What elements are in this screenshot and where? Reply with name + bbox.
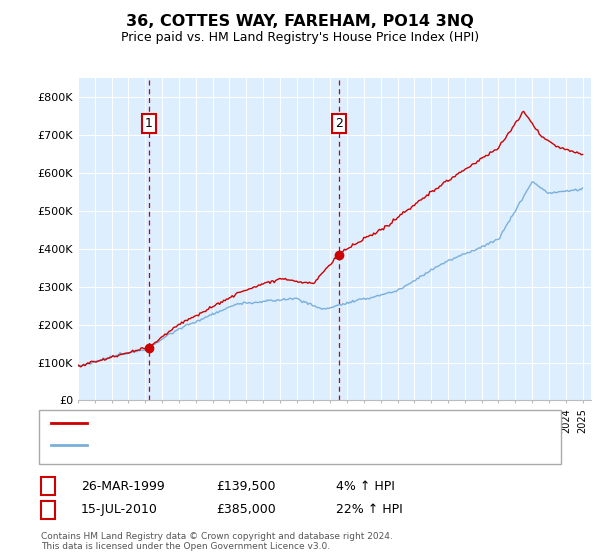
Text: 2: 2 [44,503,52,516]
Text: 36, COTTES WAY, FAREHAM, PO14 3NQ (detached house): 36, COTTES WAY, FAREHAM, PO14 3NQ (detac… [93,418,412,428]
Text: Price paid vs. HM Land Registry's House Price Index (HPI): Price paid vs. HM Land Registry's House … [121,31,479,44]
Text: 15-JUL-2010: 15-JUL-2010 [81,503,158,516]
Text: 22% ↑ HPI: 22% ↑ HPI [336,503,403,516]
Text: 1: 1 [145,118,153,130]
Text: £139,500: £139,500 [216,479,275,493]
Text: 26-MAR-1999: 26-MAR-1999 [81,479,165,493]
Text: 4% ↑ HPI: 4% ↑ HPI [336,479,395,493]
Text: £385,000: £385,000 [216,503,276,516]
Text: Contains HM Land Registry data © Crown copyright and database right 2024.
This d: Contains HM Land Registry data © Crown c… [41,532,392,552]
Text: HPI: Average price, detached house, Fareham: HPI: Average price, detached house, Fare… [93,440,348,450]
Text: 36, COTTES WAY, FAREHAM, PO14 3NQ: 36, COTTES WAY, FAREHAM, PO14 3NQ [126,14,474,29]
Text: 1: 1 [44,479,52,493]
Text: 2: 2 [335,118,343,130]
